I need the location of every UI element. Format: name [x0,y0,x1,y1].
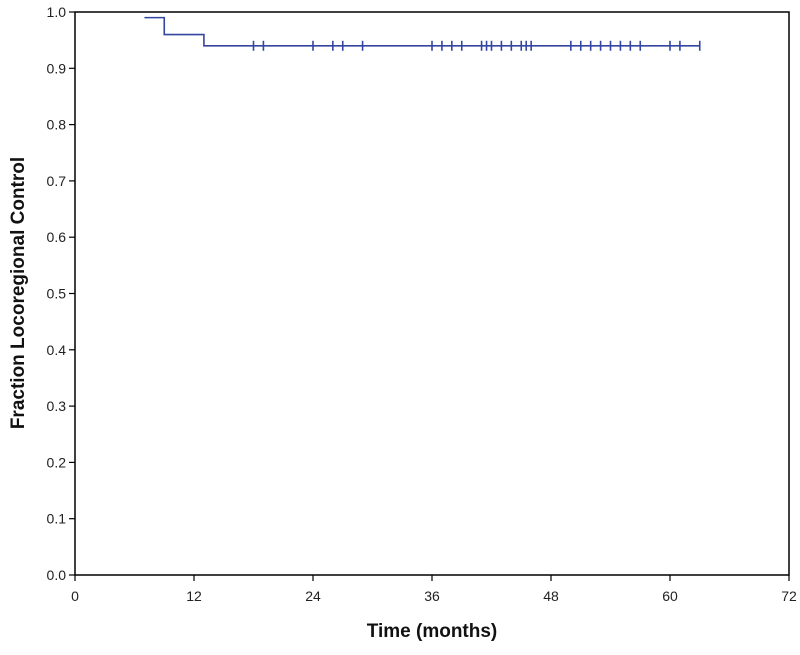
y-tick-label: 1.0 [47,4,67,20]
y-tick-label: 0.2 [47,454,67,470]
x-tick-label: 36 [424,588,440,604]
y-tick-label: 0.5 [47,286,67,302]
x-tick-label: 60 [662,588,678,604]
x-tick-label: 72 [781,588,797,604]
plot-area [144,16,701,51]
y-tick-label: 0.7 [47,173,67,189]
y-tick-label: 0.0 [47,567,67,583]
x-tick-label: 24 [305,588,321,604]
y-axis-label: Fraction Locoregional Control [8,157,29,429]
x-tick-label: 0 [71,588,79,604]
y-tick-label: 0.9 [47,60,67,76]
axes: 0.0 0.1 0.2 0.3 0.4 0.5 0.6 0.7 0.8 0.9 1.0 0 12 24 36… [47,4,797,604]
survival-curve [144,16,700,47]
y-tick-label: 0.1 [47,511,67,527]
y-tick-label: 0.3 [47,398,67,414]
y-tick-label: 0.4 [47,342,67,358]
x-tick-label: 12 [186,588,202,604]
y-tick-label: 0.6 [47,229,67,245]
y-tick-label: 0.8 [47,117,67,133]
x-tick-label: 48 [543,588,559,604]
x-axis-label: Time (months) [367,621,498,642]
